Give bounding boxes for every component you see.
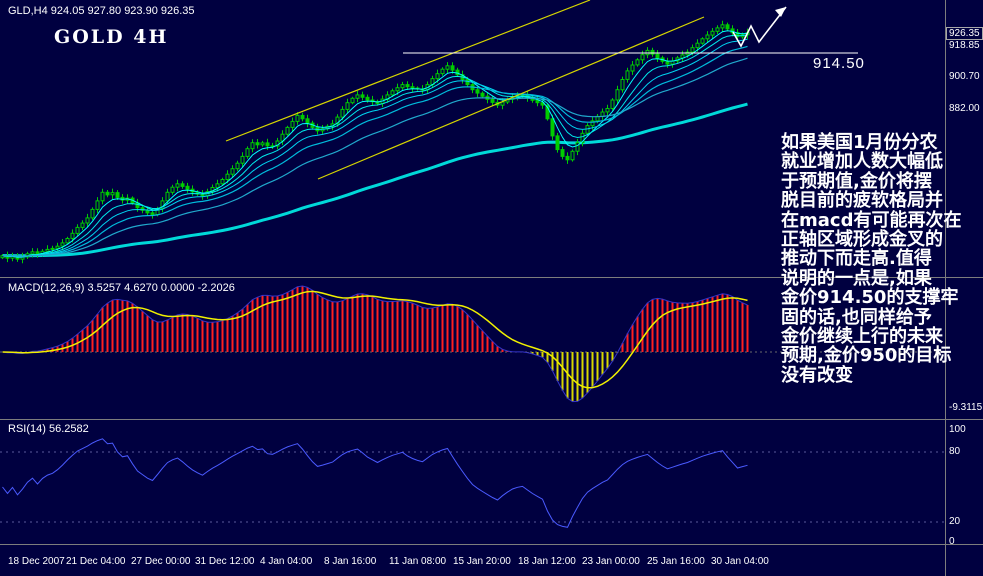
time-axis-label: 4 Jan 04:00 [260, 556, 313, 567]
time-axis-divider [0, 544, 983, 545]
macd-rsi-pane-divider[interactable] [0, 419, 983, 420]
time-axis-label: 18 Jan 12:00 [518, 556, 576, 567]
annotation-line: 如果美国1月份分农 [781, 132, 938, 153]
price-axis-label: 882.00 [949, 103, 980, 114]
rsi-indicator-label: RSI(14) 56.2582 [8, 423, 89, 435]
price-axis-label: 918.85 [949, 40, 980, 51]
time-axis-label: 15 Jan 20:00 [453, 556, 511, 567]
annotation-line: 正轴区域形成金叉的 [781, 229, 943, 251]
time-axis-label: 8 Jan 16:00 [324, 556, 377, 567]
time-axis-label: 23 Jan 00:00 [582, 556, 640, 567]
annotation-line: 推动下而走高.值得 [781, 248, 932, 270]
time-axis-label: 31 Dec 12:00 [195, 556, 255, 567]
annotation-line: 预期,金价950的目标 [781, 345, 952, 367]
annotation-line: 于预期值,金价将摆 [781, 170, 932, 192]
annotation-line: 在macd有可能再次在 [781, 209, 962, 231]
chart-header-ohlc: GLD,H4 924.05 927.80 923.90 926.35 [8, 5, 195, 17]
rsi-level-label: 100 [949, 424, 966, 435]
rsi-level-label: 0 [949, 536, 955, 547]
time-axis-label: 27 Dec 00:00 [131, 556, 191, 567]
macd-indicator-label: MACD(12,26,9) 3.5257 4.6270 0.0000 -2.20… [8, 282, 235, 294]
annotation-line: 金价继续上行的未来 [781, 326, 943, 348]
time-axis-label: 30 Jan 04:00 [711, 556, 769, 567]
time-axis-label: 18 Dec 2007 [8, 556, 65, 567]
main-macd-pane-divider[interactable] [0, 277, 983, 278]
support-price-label: 914.50 [813, 55, 865, 72]
time-axis-label: 25 Jan 16:00 [647, 556, 705, 567]
annotation-line: 就业增加人数大幅低 [781, 151, 943, 173]
analysis-annotation-text: 如果美国1月份分农 就业增加人数大幅低 于预期值,金价将摆 脱目前的疲软格局并 … [781, 132, 962, 386]
macd-scale-label: -9.3115 [949, 402, 983, 413]
annotation-line: 固的话,也同样给予 [781, 306, 932, 328]
chart-watermark: GOLD 4H [54, 26, 169, 48]
rsi-level-label: 80 [949, 446, 961, 457]
annotation-line: 脱目前的疲软格局并 [781, 190, 943, 212]
price-axis-label: 900.70 [949, 71, 980, 82]
current-price-label: 926.35 [946, 27, 983, 40]
annotation-line: 说明的一点是,如果 [781, 267, 932, 289]
rsi-level-label: 20 [949, 516, 961, 527]
price-scale-divider [945, 0, 946, 576]
annotation-line: 金价914.50的支撑牢 [781, 287, 959, 309]
time-axis-label: 21 Dec 04:00 [66, 556, 126, 567]
annotation-line: 没有改变 [781, 364, 853, 386]
time-axis-label: 11 Jan 08:00 [389, 556, 447, 567]
